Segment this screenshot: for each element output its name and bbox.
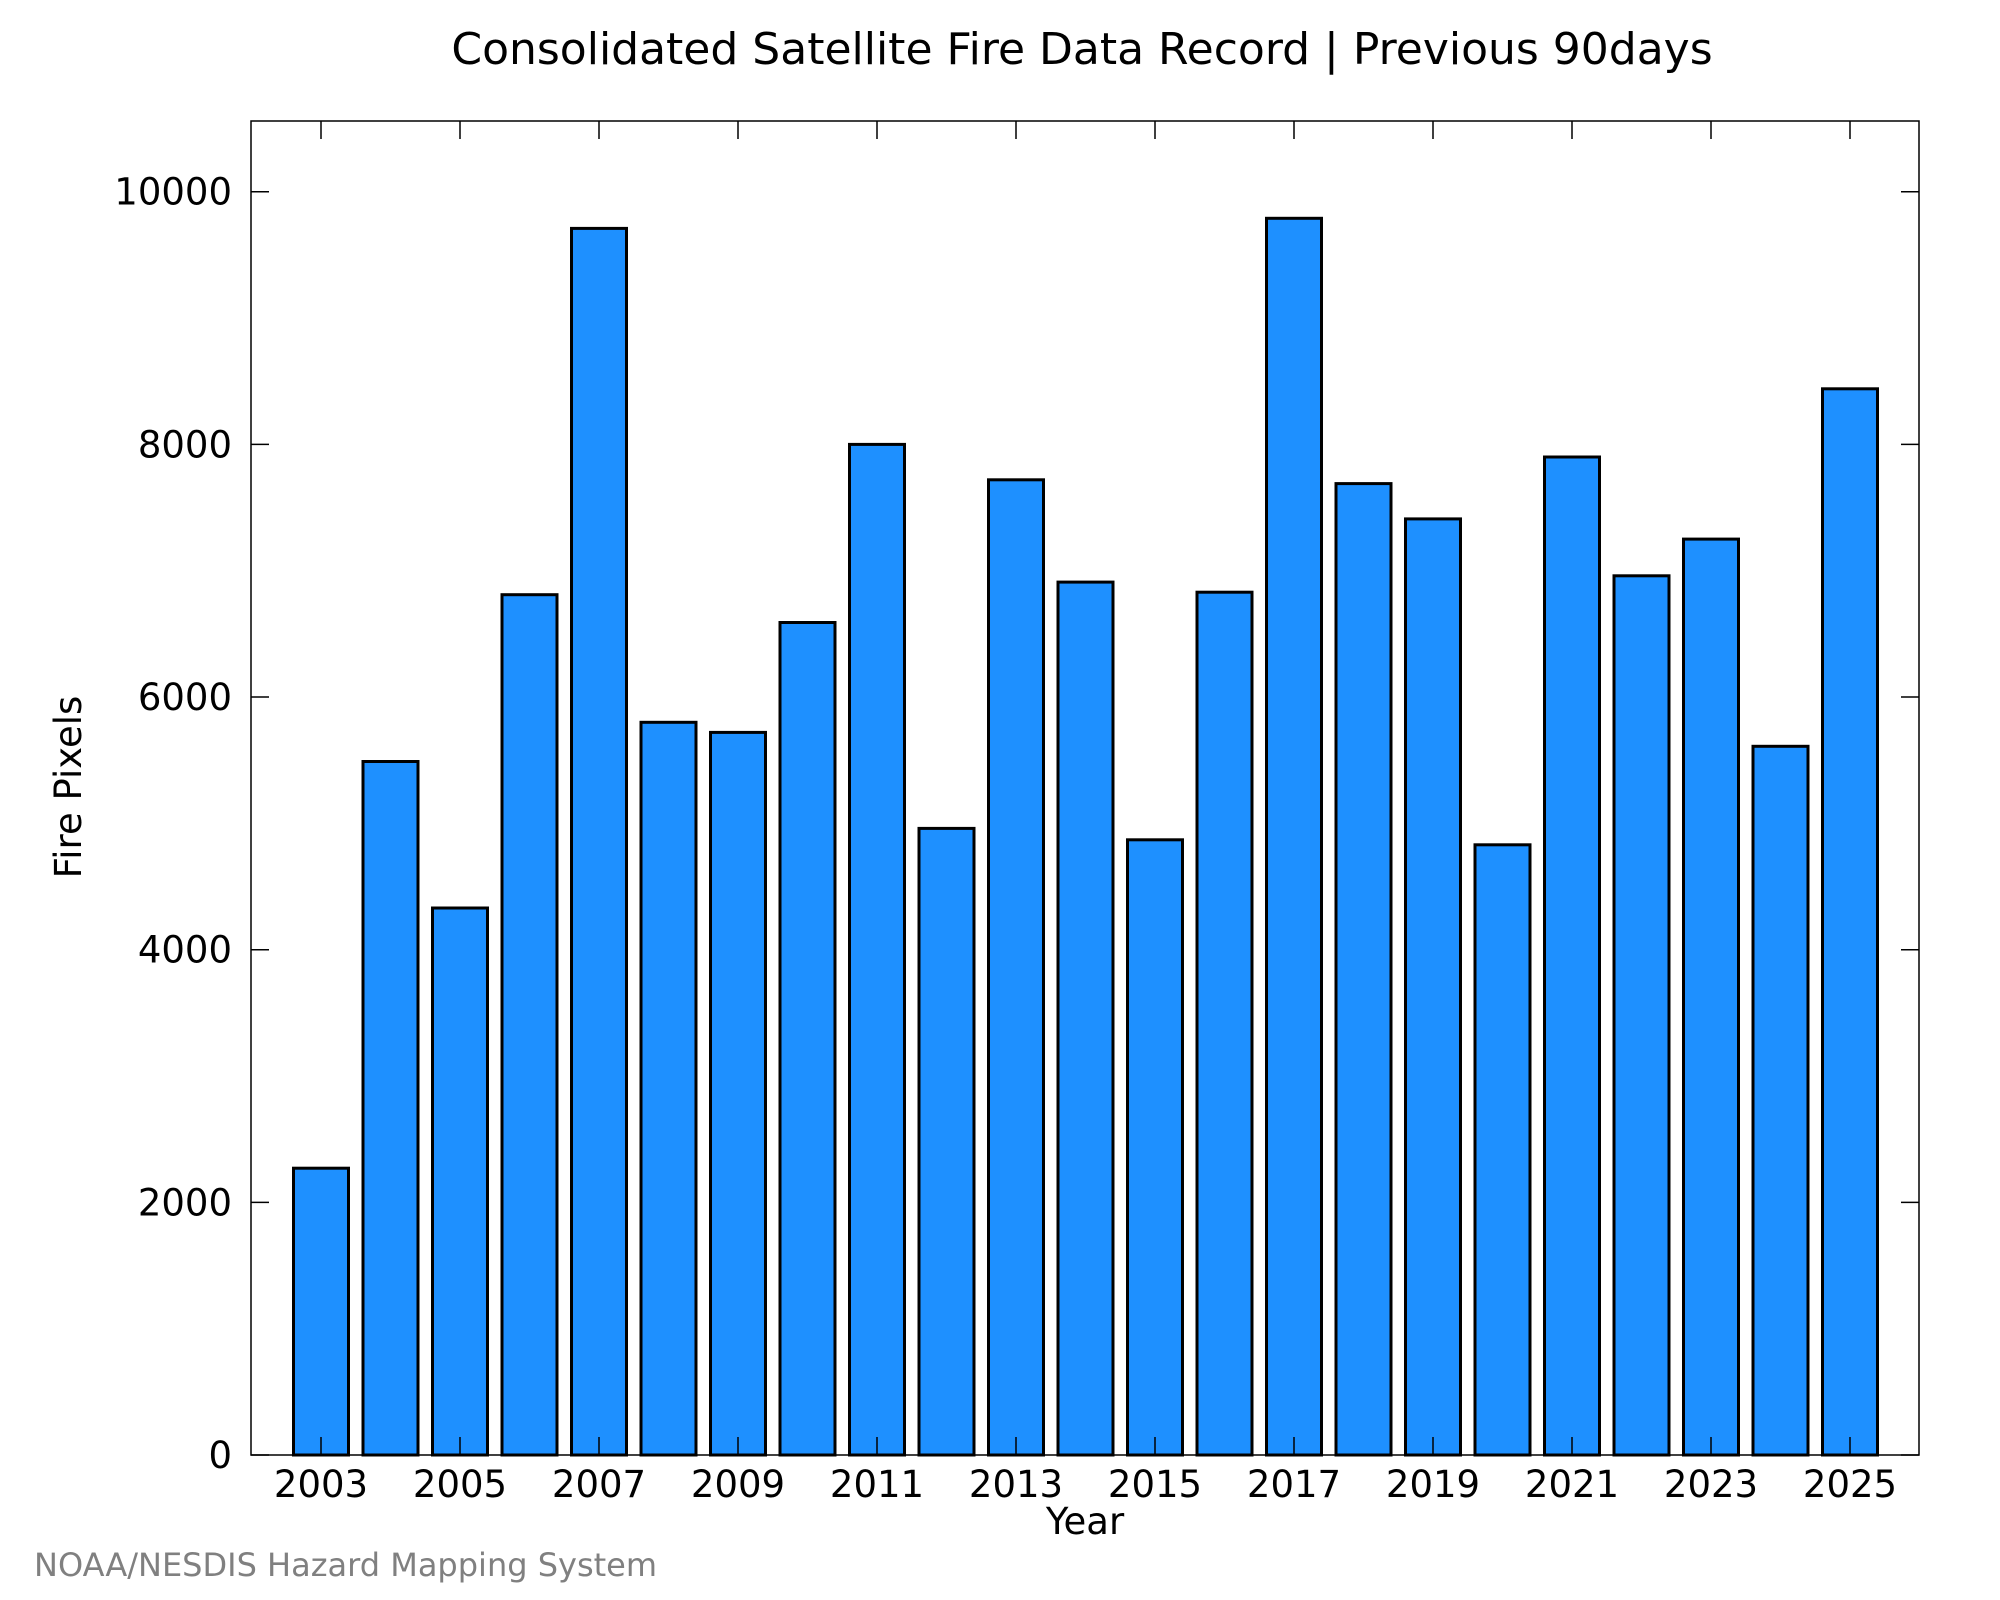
x-tick-label: 2013 [969,1463,1063,1506]
x-tick-label: 2021 [1525,1463,1619,1506]
bar-2007 [570,226,628,1457]
bar-2003 [292,1166,350,1457]
bar-2009 [709,730,767,1457]
bar-2010 [778,621,837,1457]
bar-2018 [1334,482,1393,1457]
y-tick-label: 8000 [138,423,232,466]
bar-2014 [1056,580,1115,1457]
bars-group [292,216,1879,1457]
x-tick-label: 2015 [1108,1463,1202,1506]
y-axis-label: Fire Pixels [47,696,90,879]
x-axis-label: Year [1045,1500,1125,1543]
x-tick-label: 2009 [691,1463,785,1506]
bar-2008 [639,720,698,1457]
bar-2013 [987,478,1045,1457]
y-tick-label: 0 [208,1434,232,1477]
bar-2011 [848,442,906,1457]
bar-2020 [1473,843,1532,1457]
bar-2023 [1682,537,1740,1457]
x-tick-label: 2017 [1247,1463,1341,1506]
y-tick-label: 10000 [114,171,232,214]
y-tick-label: 2000 [138,1181,232,1224]
bar-2024 [1751,744,1810,1457]
chart-title: Consolidated Satellite Fire Data Record … [451,24,1712,75]
bar-2005 [431,906,489,1457]
x-tick-label: 2007 [552,1463,646,1506]
bar-2017 [1265,216,1323,1457]
x-tick-label: 2025 [1803,1463,1897,1506]
bar-2004 [361,760,420,1457]
y-axis: 0 2000 4000 6000 8000 10000 [114,171,1919,1477]
bar-2012 [917,826,976,1457]
x-tick-label: 2005 [413,1463,507,1506]
source-credit: NOAA/NESDIS Hazard Mapping System [34,1546,657,1584]
bar-2016 [1195,590,1254,1457]
y-tick-label: 4000 [138,929,232,972]
x-axis: 2003 2005 2007 2009 2011 2013 2015 2017 2019 2021… [274,121,1897,1506]
bar-2006 [500,593,559,1457]
x-tick-label: 2011 [830,1463,924,1506]
x-tick-label: 2019 [1386,1463,1480,1506]
bar-2025 [1821,387,1879,1457]
bar-2021 [1543,455,1601,1457]
bar-2022 [1612,574,1671,1457]
bar-2015 [1126,838,1184,1457]
x-tick-label: 2003 [274,1463,368,1506]
bar-2019 [1404,517,1462,1457]
x-tick-label: 2023 [1664,1463,1758,1506]
plot-frame [250,120,1920,1456]
y-tick-label: 6000 [138,676,232,719]
